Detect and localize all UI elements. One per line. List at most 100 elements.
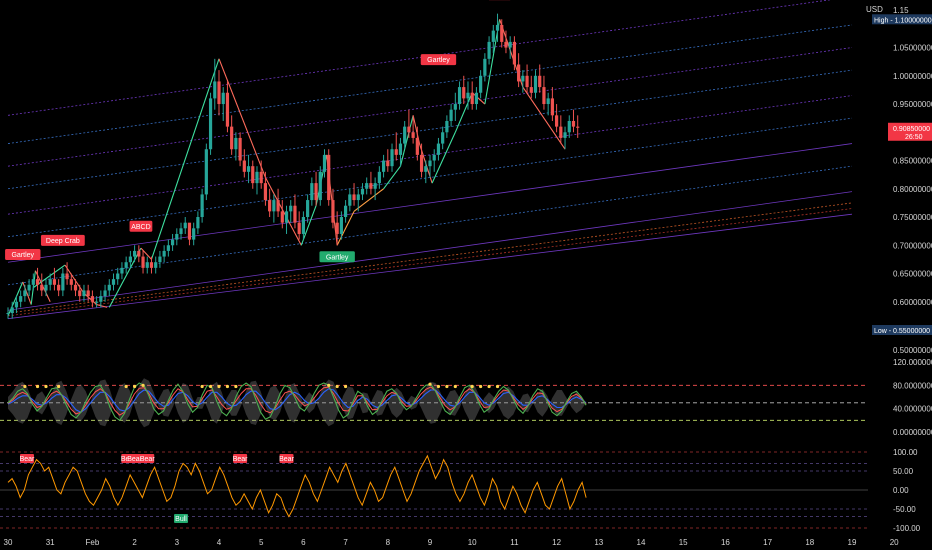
pattern-tag: ABCD bbox=[129, 220, 153, 232]
price-tick: 0.60000000 bbox=[893, 298, 932, 307]
time-tick: 5 bbox=[259, 538, 264, 547]
candle bbox=[390, 149, 394, 167]
time-axis[interactable]: 30 31 Feb 2 3 4 5 6 7 8 9 10 11 12 13 14 15 16 17 18 19 20 bbox=[4, 538, 900, 547]
candle bbox=[95, 301, 99, 303]
candle bbox=[356, 194, 360, 201]
pattern-leg bbox=[83, 292, 97, 305]
mom-tick: -50.00 bbox=[893, 505, 916, 514]
high-marker: High - 1.10000000 bbox=[872, 14, 932, 24]
candle bbox=[550, 98, 554, 116]
candle bbox=[571, 120, 576, 127]
candle bbox=[255, 171, 259, 184]
candle bbox=[555, 115, 559, 127]
candle bbox=[398, 143, 403, 155]
osc-marker bbox=[57, 384, 61, 389]
candle bbox=[141, 256, 145, 268]
candle bbox=[230, 126, 234, 150]
time-tick: 16 bbox=[721, 538, 730, 547]
candle bbox=[453, 104, 457, 110]
tag-label: Deep Crab bbox=[46, 238, 80, 245]
pattern-leg bbox=[22, 281, 32, 305]
osc-marker bbox=[436, 384, 441, 389]
tag-label: Gartley bbox=[326, 254, 349, 261]
candle bbox=[331, 200, 335, 223]
candle bbox=[154, 262, 158, 268]
candle bbox=[352, 194, 356, 201]
osc-tick: 80.00000000 bbox=[893, 381, 932, 390]
candle bbox=[297, 222, 301, 234]
signal-box bbox=[174, 514, 189, 523]
low-marker-box bbox=[872, 325, 932, 335]
osc-marker bbox=[35, 384, 40, 389]
signal-tag: Bear bbox=[233, 454, 248, 463]
candle bbox=[183, 222, 187, 229]
pattern-leg bbox=[471, 92, 486, 105]
time-tick: Feb bbox=[86, 538, 100, 547]
candle bbox=[145, 262, 149, 268]
pattern-leg bbox=[522, 86, 566, 150]
candle bbox=[19, 296, 23, 302]
candle bbox=[500, 24, 504, 42]
candle bbox=[234, 137, 238, 150]
candle bbox=[213, 81, 217, 99]
candle bbox=[208, 98, 213, 150]
candle bbox=[542, 87, 546, 105]
candle bbox=[23, 290, 27, 297]
candle bbox=[348, 194, 352, 206]
candle bbox=[301, 217, 305, 234]
candle bbox=[276, 200, 280, 212]
candle bbox=[128, 256, 132, 263]
candle bbox=[365, 183, 369, 189]
last-price-text: 0.90850000 bbox=[893, 126, 930, 133]
time-tick: 10 bbox=[468, 538, 477, 547]
candle bbox=[120, 267, 124, 274]
channel-line bbox=[7, 143, 853, 263]
low-marker: Low - 0.55000000 bbox=[872, 325, 932, 335]
momentum-pane[interactable]: BearBearBearBearBullBearBear100.0050.000… bbox=[0, 448, 921, 533]
time-tick: 9 bbox=[428, 538, 433, 547]
candle bbox=[344, 205, 348, 218]
pattern-leg bbox=[108, 247, 142, 308]
candle bbox=[517, 64, 521, 82]
mom-tick: -100.00 bbox=[893, 524, 921, 533]
candle bbox=[504, 41, 508, 48]
mom-tick: 100.00 bbox=[893, 448, 918, 457]
oscillator-pane[interactable]: 120.00000000 80.00000000 40.00000000 0.0000… bbox=[0, 358, 932, 437]
candle bbox=[373, 183, 377, 189]
countdown-text: 26:50 bbox=[905, 134, 923, 141]
mom-tick: 0.00 bbox=[893, 486, 909, 495]
signal-box bbox=[279, 454, 294, 463]
candle bbox=[314, 183, 318, 201]
candle bbox=[360, 188, 365, 195]
price-tick: 0.80000000 bbox=[893, 185, 932, 194]
candle bbox=[82, 290, 86, 297]
candle bbox=[133, 250, 137, 257]
channel-line bbox=[7, 208, 853, 317]
candle bbox=[221, 92, 225, 105]
candle bbox=[306, 200, 310, 218]
candle bbox=[310, 183, 314, 201]
signal-label: Bull bbox=[175, 516, 187, 523]
candle bbox=[187, 222, 192, 240]
osc-tick: 40.00000000 bbox=[893, 405, 932, 414]
signal-label: Bear bbox=[20, 456, 35, 463]
candle bbox=[415, 137, 419, 155]
low-marker-text: Low - 0.55000000 bbox=[874, 328, 930, 335]
candle bbox=[394, 149, 398, 155]
candle bbox=[217, 81, 221, 105]
signal-label: Bear bbox=[279, 456, 294, 463]
tag-box bbox=[5, 249, 41, 261]
osc-marker bbox=[141, 383, 145, 387]
candle bbox=[436, 143, 441, 155]
pattern-leg bbox=[150, 58, 220, 260]
candle bbox=[35, 279, 40, 285]
price-tick: 0.75000000 bbox=[893, 213, 932, 222]
price-tick: 0.85000000 bbox=[893, 157, 932, 166]
candle bbox=[538, 75, 542, 88]
pattern-leg bbox=[7, 281, 24, 317]
candle bbox=[411, 132, 415, 138]
tag-box bbox=[319, 251, 355, 263]
